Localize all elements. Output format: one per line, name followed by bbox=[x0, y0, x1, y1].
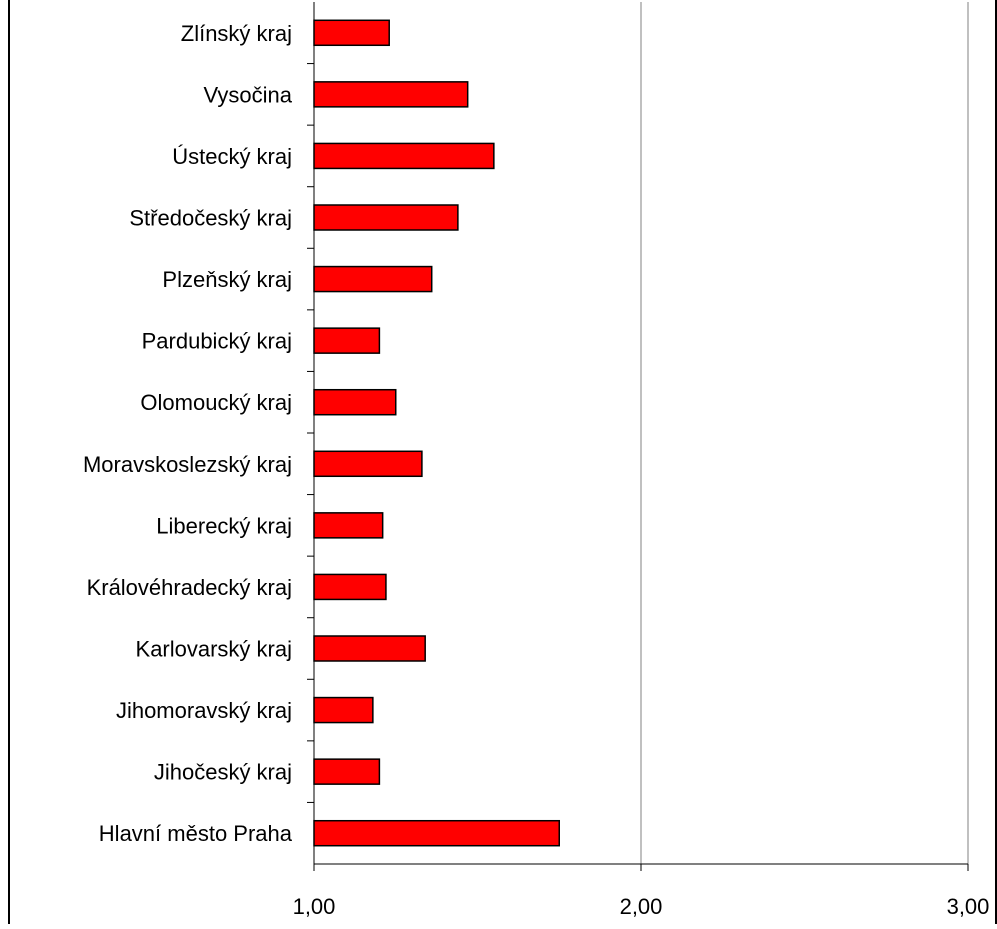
x-tick-label: 2,00 bbox=[620, 894, 663, 919]
x-tick-labels: 1,00 2,00 3,00 bbox=[293, 894, 990, 919]
category-label: Zlínský kraj bbox=[181, 21, 292, 46]
category-labels: Zlínský kraj Vysočina Ústecký kraj Středoče… bbox=[83, 21, 293, 846]
bar bbox=[313, 81, 469, 108]
x-tick-label: 3,00 bbox=[947, 894, 990, 919]
category-label: Hlavní město Praha bbox=[99, 821, 293, 846]
category-label: Královéhradecký kraj bbox=[87, 575, 292, 600]
bar bbox=[313, 327, 381, 354]
bars bbox=[313, 19, 560, 847]
category-label: Karlovarský kraj bbox=[136, 637, 292, 662]
bar bbox=[313, 204, 459, 231]
bar bbox=[313, 142, 495, 170]
bar bbox=[313, 19, 390, 47]
category-label: Jihočeský kraj bbox=[154, 760, 292, 785]
category-label: Pardubický kraj bbox=[142, 329, 292, 354]
bar bbox=[313, 635, 426, 662]
plot-border bbox=[8, 0, 997, 929]
x-tick-label: 1,00 bbox=[293, 894, 336, 919]
category-label: Středočeský kraj bbox=[129, 206, 292, 231]
bar bbox=[313, 450, 423, 478]
bar bbox=[313, 265, 433, 293]
bar bbox=[313, 758, 381, 785]
bar bbox=[313, 819, 560, 847]
category-label: Ústecký kraj bbox=[172, 144, 292, 169]
category-label: Jihomoravský kraj bbox=[116, 698, 292, 723]
bar bbox=[313, 388, 397, 416]
bar bbox=[313, 696, 374, 724]
category-label: Olomoucký kraj bbox=[140, 390, 292, 415]
category-label: Liberecký kraj bbox=[156, 513, 292, 538]
bar bbox=[313, 512, 384, 539]
bar bbox=[313, 573, 387, 601]
category-label: Moravskoslezský kraj bbox=[83, 452, 292, 477]
gridlines bbox=[640, 2, 969, 864]
axes bbox=[307, 2, 969, 871]
category-label: Plzeňský kraj bbox=[162, 267, 292, 292]
category-label: Vysočina bbox=[204, 82, 293, 107]
